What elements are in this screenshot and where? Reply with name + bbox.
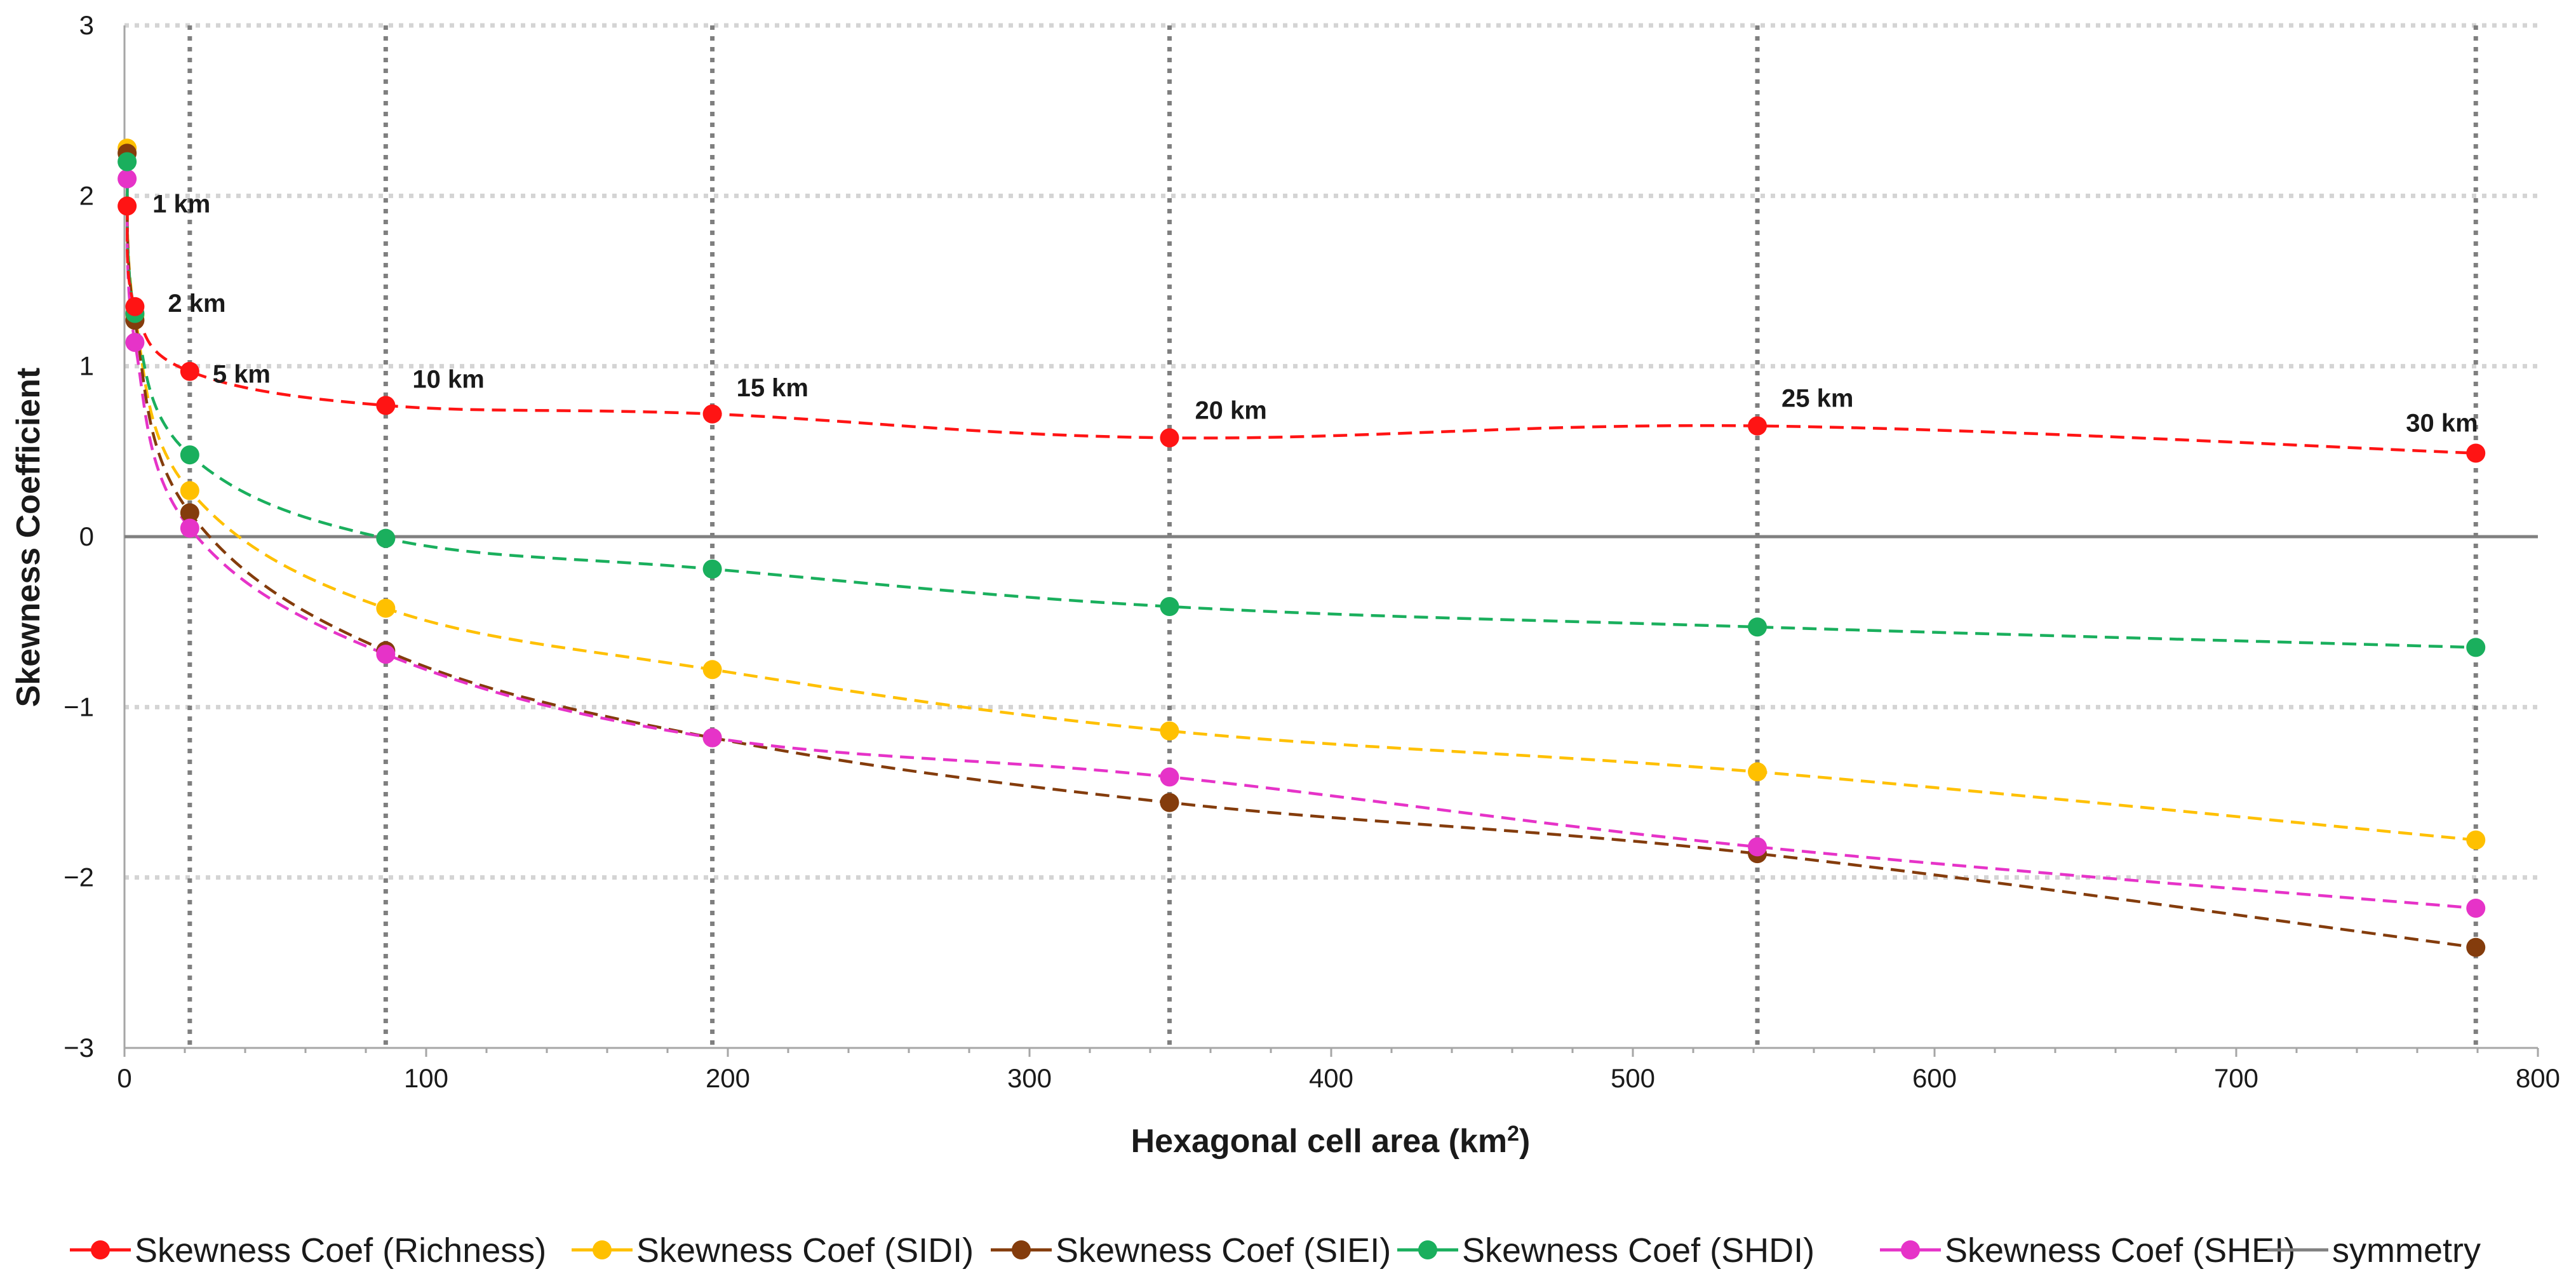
gridlines xyxy=(124,23,2538,880)
data-point xyxy=(117,196,137,216)
x-axis-title-main: Hexagonal cell area (km xyxy=(1131,1123,1508,1160)
data-point xyxy=(376,598,396,618)
data-point xyxy=(1160,721,1179,741)
data-point xyxy=(1160,767,1179,787)
data-point xyxy=(2466,937,2486,957)
legend-swatch-marker xyxy=(91,1240,110,1259)
data-point xyxy=(702,728,722,748)
data-point xyxy=(702,660,722,680)
y-tick-label: 1 xyxy=(79,351,94,381)
data-point xyxy=(180,361,199,381)
x-tick-label: 700 xyxy=(2214,1063,2258,1093)
x-tick-label: 100 xyxy=(404,1063,448,1093)
y-tick-label: 2 xyxy=(79,180,94,210)
data-point xyxy=(1748,837,1768,857)
data-point xyxy=(1160,597,1179,617)
legend-label: Skewness Coef (Richness) xyxy=(135,1231,546,1270)
x-tick-label: 400 xyxy=(1309,1063,1353,1093)
y-tick-label: −2 xyxy=(64,862,94,892)
series-line xyxy=(125,148,2476,842)
point-annotation: 2 km xyxy=(168,290,225,318)
point-annotation: 1 km xyxy=(152,190,210,218)
legend-swatch-marker xyxy=(1012,1240,1031,1259)
legend-swatch-marker xyxy=(1418,1240,1437,1259)
data-point xyxy=(2466,443,2486,463)
y-tick-label: 3 xyxy=(79,10,94,40)
x-tick-label: 800 xyxy=(2516,1063,2560,1093)
x-tick-label: 0 xyxy=(117,1063,131,1093)
legend-label: Skewness Coef (SIDI) xyxy=(636,1231,974,1270)
data-point xyxy=(1748,617,1768,637)
data-point xyxy=(125,333,145,352)
series-line xyxy=(125,161,2476,649)
series-line xyxy=(125,178,2476,910)
legend-label: Skewness Coef (SHDI) xyxy=(1462,1231,1815,1270)
data-point xyxy=(376,528,396,548)
x-tick-label: 300 xyxy=(1007,1063,1052,1093)
data-point xyxy=(180,445,199,465)
axes xyxy=(123,25,2539,1057)
data-point xyxy=(1160,428,1179,448)
x-axis-title-end: ) xyxy=(1519,1123,1530,1160)
x-axis-title-sup: 2 xyxy=(1507,1122,1519,1146)
point-annotation: 5 km xyxy=(213,361,271,389)
x-tick-label: 200 xyxy=(706,1063,750,1093)
series-line xyxy=(125,153,2476,949)
series-line xyxy=(125,206,2476,455)
data-point xyxy=(180,481,199,500)
data-point xyxy=(180,518,199,538)
point-annotation: 25 km xyxy=(1781,385,1853,413)
point-annotation: 20 km xyxy=(1195,396,1266,424)
legend: Skewness Coef (Richness) Skewness Coef (S… xyxy=(70,1231,2481,1270)
data-point xyxy=(2466,830,2486,850)
x-tick-label: 600 xyxy=(1912,1063,1957,1093)
y-axis-title: Skewness Coefficient xyxy=(10,368,47,708)
legend-swatch-marker xyxy=(1901,1240,1920,1259)
y-tick-label: −3 xyxy=(64,1033,94,1063)
x-tick-label: 500 xyxy=(1611,1063,1655,1093)
data-point xyxy=(376,396,396,415)
data-point xyxy=(117,169,137,189)
data-point xyxy=(180,503,199,523)
tick-labels: 0 100 200 300 400 500 600 700 800 −3 −2 −1 0 1 2 3 xyxy=(64,10,2560,1093)
legend-label: Skewness Coef (SHEI) xyxy=(1945,1231,2295,1270)
data-point xyxy=(1748,416,1768,436)
legend-label: symmetry xyxy=(2332,1231,2481,1270)
data-point xyxy=(125,297,145,316)
data-point xyxy=(376,645,396,664)
data-point xyxy=(117,152,137,171)
data-point xyxy=(1748,762,1768,782)
data-point xyxy=(702,404,722,424)
data-point xyxy=(2466,638,2486,657)
data-point xyxy=(702,559,722,579)
annotations: 1 km 2 km 5 km 10 km 15 km 20 km 25 km 30 km xyxy=(152,190,2478,437)
point-annotation: 10 km xyxy=(412,365,484,393)
data-point xyxy=(1160,793,1179,812)
point-annotation: 15 km xyxy=(737,374,808,402)
series-layer xyxy=(117,138,2538,957)
data-point xyxy=(2466,898,2486,918)
legend-label: Skewness Coef (SIEI) xyxy=(1056,1231,1391,1270)
point-annotation: 30 km xyxy=(2406,410,2478,438)
y-tick-label: −1 xyxy=(64,692,94,721)
x-axis-title: Hexagonal cell area (km2) xyxy=(1131,1122,1531,1160)
legend-swatch-marker xyxy=(593,1240,612,1259)
y-tick-label: 0 xyxy=(79,521,94,551)
